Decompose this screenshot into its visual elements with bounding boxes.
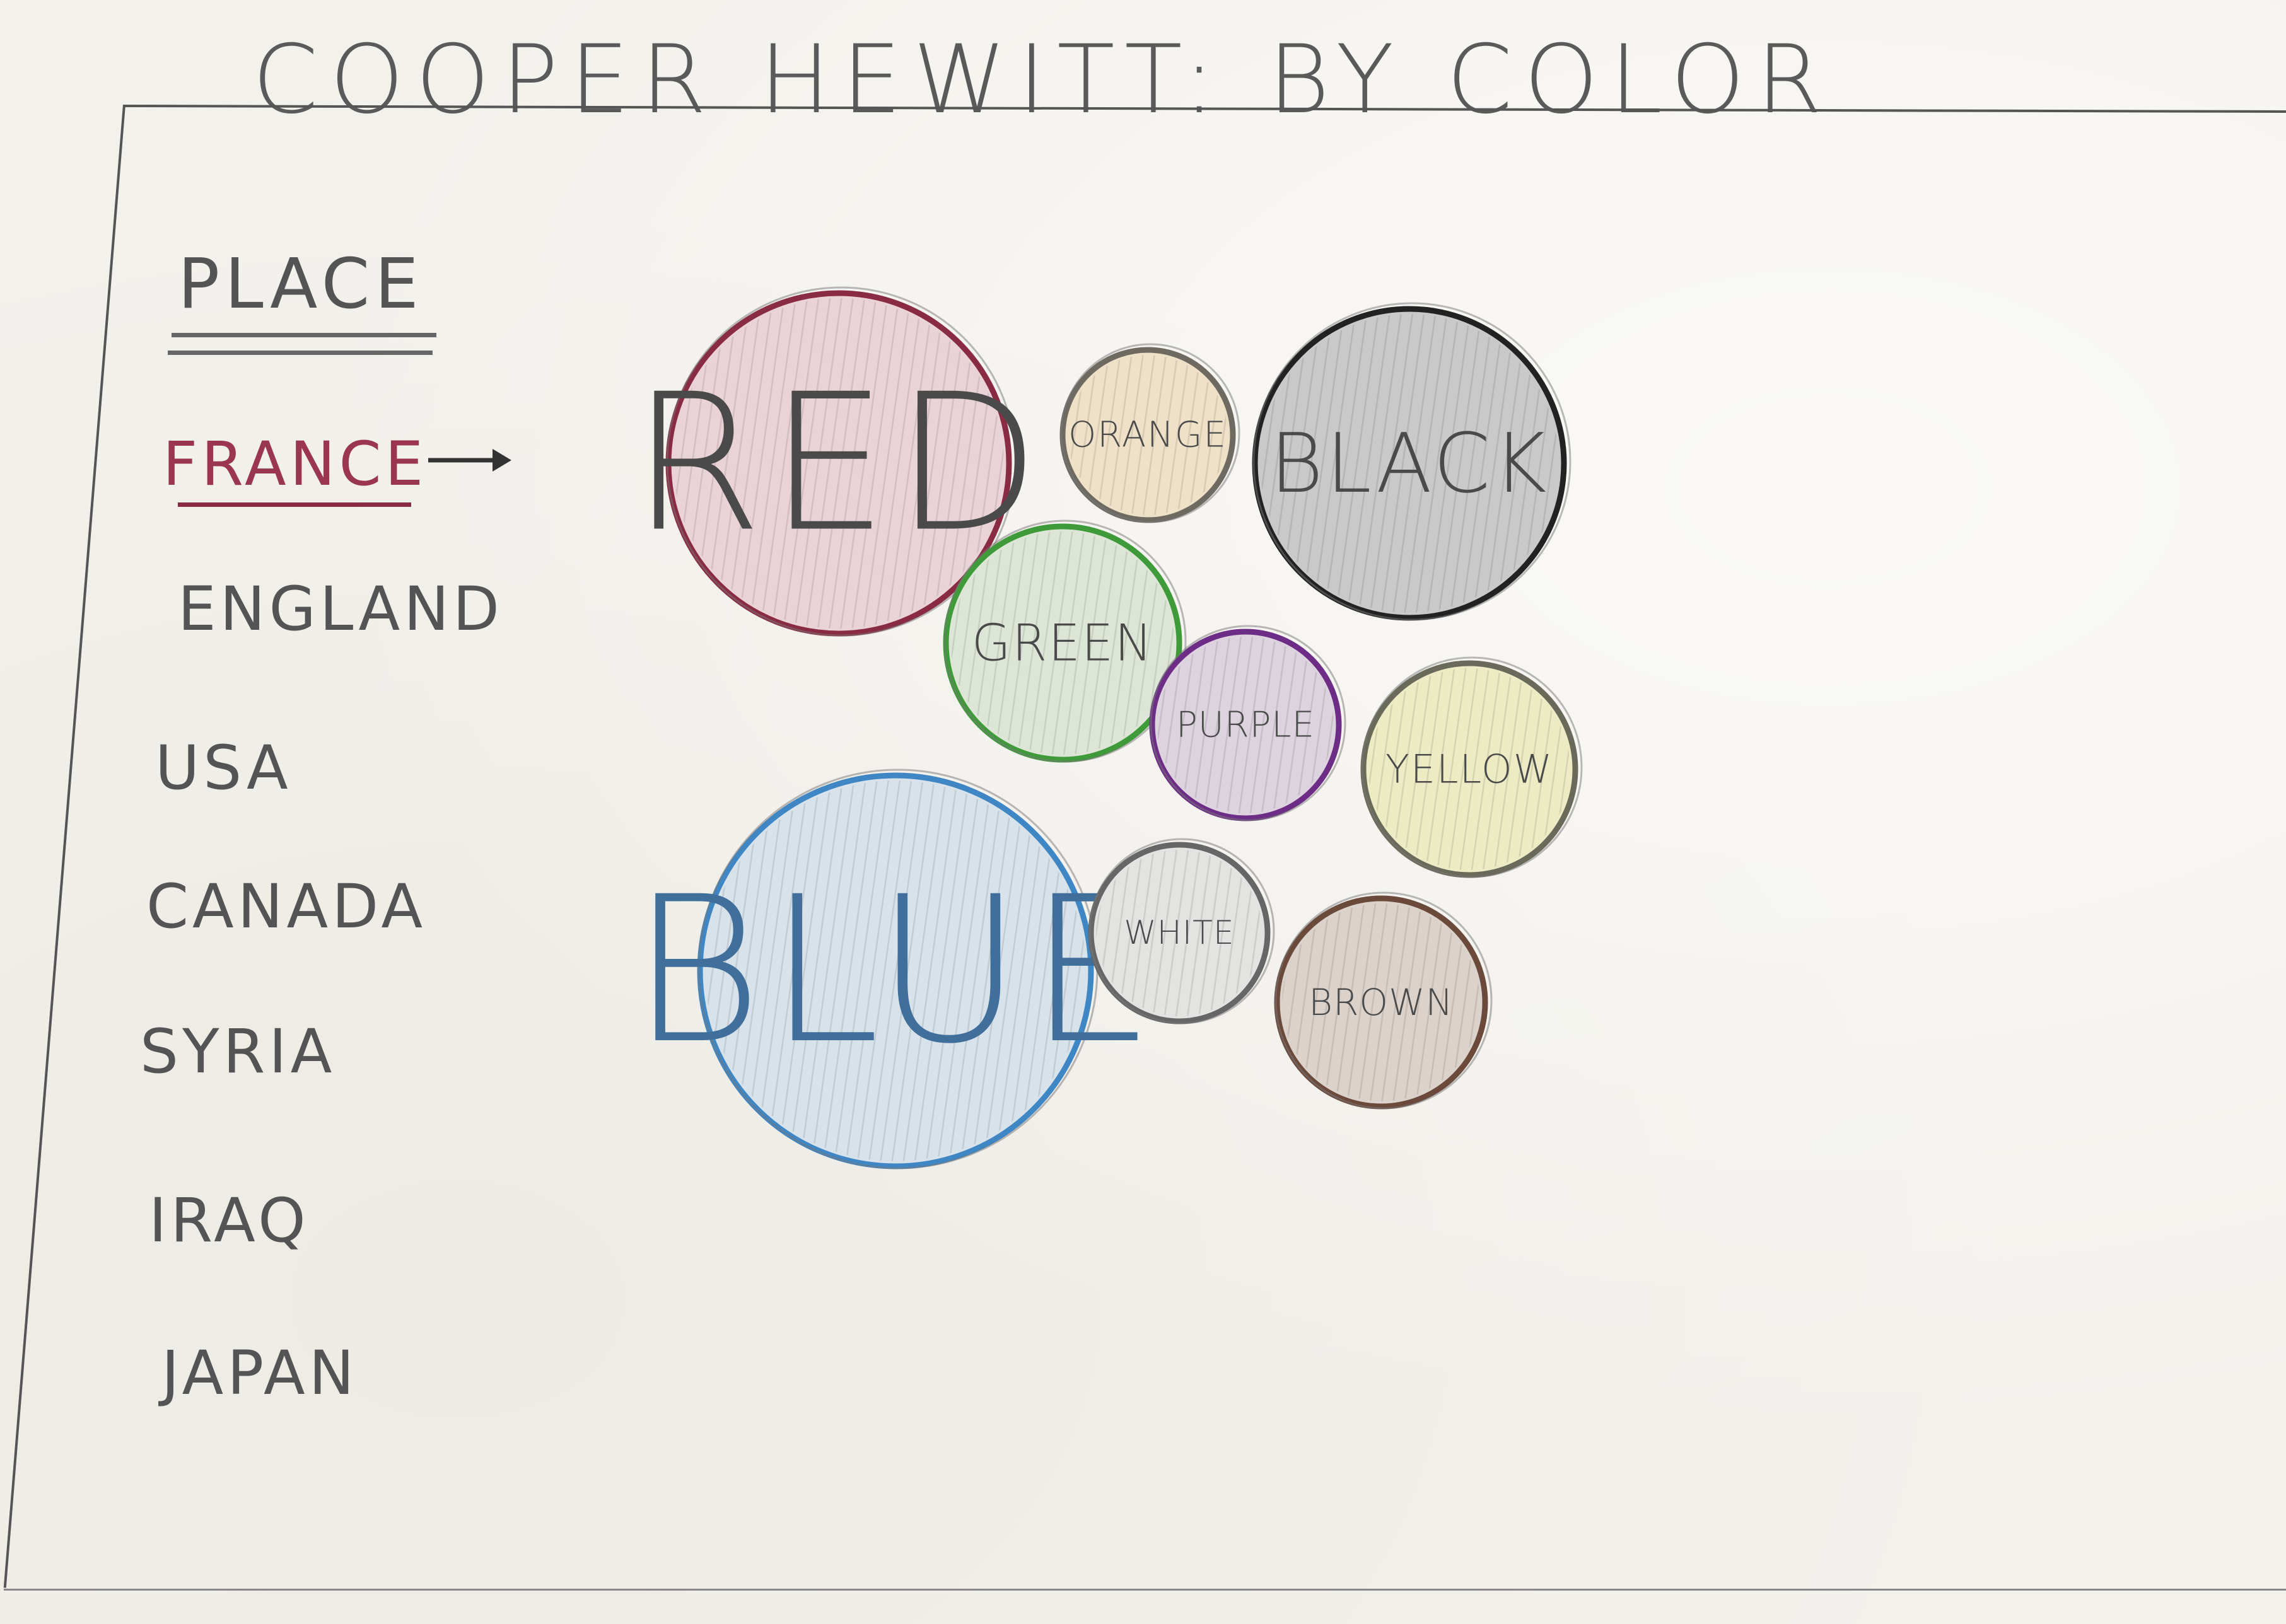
bubble-sketch-ring-yellow <box>1361 656 1583 878</box>
place-heading: PLACE <box>178 243 424 324</box>
bubble-label-green: GREEN <box>972 614 1154 673</box>
bubble-hatch-red <box>674 298 1004 629</box>
bubble-label-red: RED <box>631 354 1046 574</box>
bubble-black[interactable]: BLACK <box>1252 302 1572 621</box>
bubble-white[interactable]: WHITE <box>1088 838 1275 1024</box>
bubble-yellow[interactable]: YELLOW <box>1360 656 1583 878</box>
place-item-usa[interactable]: USA <box>155 733 292 803</box>
bubble-label-yellow: YELLOW <box>1385 746 1553 792</box>
bubble-sketch-ring-orange <box>1060 343 1240 523</box>
place-item-england[interactable]: ENGLAND <box>178 574 503 644</box>
bubble-green[interactable]: GREEN <box>943 519 1187 763</box>
bubble-hatch-green <box>951 531 1174 755</box>
bubble-sketch-ring-green <box>943 519 1187 763</box>
place-item-canada[interactable]: CANADA <box>146 871 427 942</box>
bubble-label-purple: PURPLE <box>1176 705 1315 746</box>
place-item-iraq[interactable]: IRAQ <box>149 1185 310 1256</box>
bubble-hatch-orange <box>1068 355 1228 515</box>
page-title: COOPER HEWITT: BY COLOR <box>252 25 1834 135</box>
bubble-sketch-ring-purple <box>1150 625 1346 821</box>
bubble-sketch-ring-black <box>1252 302 1572 621</box>
bubble-hatch-brown <box>1282 903 1480 1101</box>
bubble-brown[interactable]: BROWN <box>1274 891 1493 1110</box>
bubble-hatch-white <box>1096 850 1263 1016</box>
bubble-sketch-ring-white <box>1088 838 1275 1024</box>
bubble-hatch-yellow <box>1368 668 1570 870</box>
bubble-label-black: BLACK <box>1269 415 1549 511</box>
bubble-sketch-ring-brown <box>1274 891 1493 1110</box>
place-filter-sidebar: PLACE FRANCE ENGLAND USA CANADA SYRIA IR… <box>0 0 568 1624</box>
bubble-red[interactable]: RED <box>631 286 1046 637</box>
bubble-hatch-blue <box>705 780 1086 1161</box>
bubble-label-white: WHITE <box>1124 914 1234 952</box>
arrow-right-icon <box>428 449 511 472</box>
bubble-purple[interactable]: PURPLE <box>1149 625 1346 821</box>
bubble-label-blue: BLUE <box>631 854 1160 1088</box>
place-item-japan[interactable]: JAPAN <box>161 1338 358 1408</box>
place-item-france[interactable]: FRANCE <box>163 429 428 499</box>
frame-bottom-border <box>4 1589 2286 1591</box>
bubble-label-orange: ORANGE <box>1068 415 1227 456</box>
place-heading-underline-2 <box>168 351 433 355</box>
place-heading-underline-1 <box>172 333 436 337</box>
bubble-blue[interactable]: BLUE <box>631 768 1160 1169</box>
bubble-orange[interactable]: ORANGE <box>1059 343 1240 523</box>
bubble-sketch-ring-red <box>666 286 1017 637</box>
bubble-hatch-black <box>1260 314 1559 613</box>
bubble-label-brown: BROWN <box>1309 981 1454 1024</box>
france-underline <box>178 502 411 507</box>
place-item-syria[interactable]: SYRIA <box>140 1016 336 1087</box>
bubble-hatch-purple <box>1157 637 1334 813</box>
